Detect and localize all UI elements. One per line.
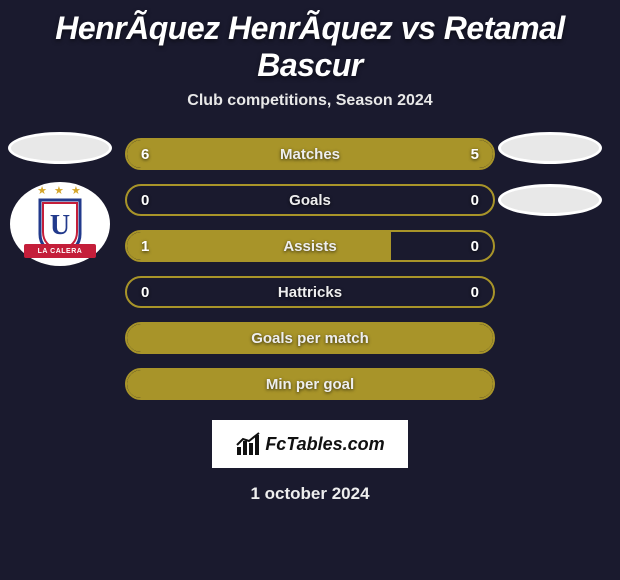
stat-row: Min per goal [125,368,495,400]
stat-row: 00Hattricks [125,276,495,308]
crest-banner: LA CALERA [24,244,96,258]
stat-label: Goals per match [127,330,493,347]
stat-label: Matches [127,146,493,163]
stat-label: Min per goal [127,376,493,393]
footer-logo[interactable]: FcTables.com [212,420,408,468]
stat-row: Goals per match [125,322,495,354]
date-label: 1 october 2024 [0,484,620,504]
club-crest-left: ★ ★ ★ U LA CALERA [10,182,110,266]
comparison-card: HenrÃ­quez HenrÃ­quez vs Retamal Bascur … [0,0,620,514]
right-player-badges [498,132,602,216]
stat-row: 00Goals [125,184,495,216]
stat-label: Assists [127,238,493,255]
player-photo-placeholder [8,132,112,164]
stat-bars: 65Matches 00Goals 10Assists 00Hattricks Goal… [125,138,495,400]
page-title: HenrÃ­quez HenrÃ­quez vs Retamal Bascur [0,10,620,84]
stat-label: Hattricks [127,284,493,301]
player-photo-placeholder [498,132,602,164]
stats-area: ★ ★ ★ U LA CALERA 65Matches 00Goals 10Assi… [0,138,620,400]
subtitle: Club competitions, Season 2024 [0,92,620,110]
stat-row: 10Assists [125,230,495,262]
crest-stars: ★ ★ ★ [22,184,98,197]
club-crest-placeholder [498,184,602,216]
crest-letter: U [50,210,70,241]
stat-label: Goals [127,192,493,209]
footer-brand-text: FcTables.com [265,434,384,455]
stat-row: 65Matches [125,138,495,170]
chart-icon [235,431,261,457]
left-player-badges: ★ ★ ★ U LA CALERA [8,132,112,266]
